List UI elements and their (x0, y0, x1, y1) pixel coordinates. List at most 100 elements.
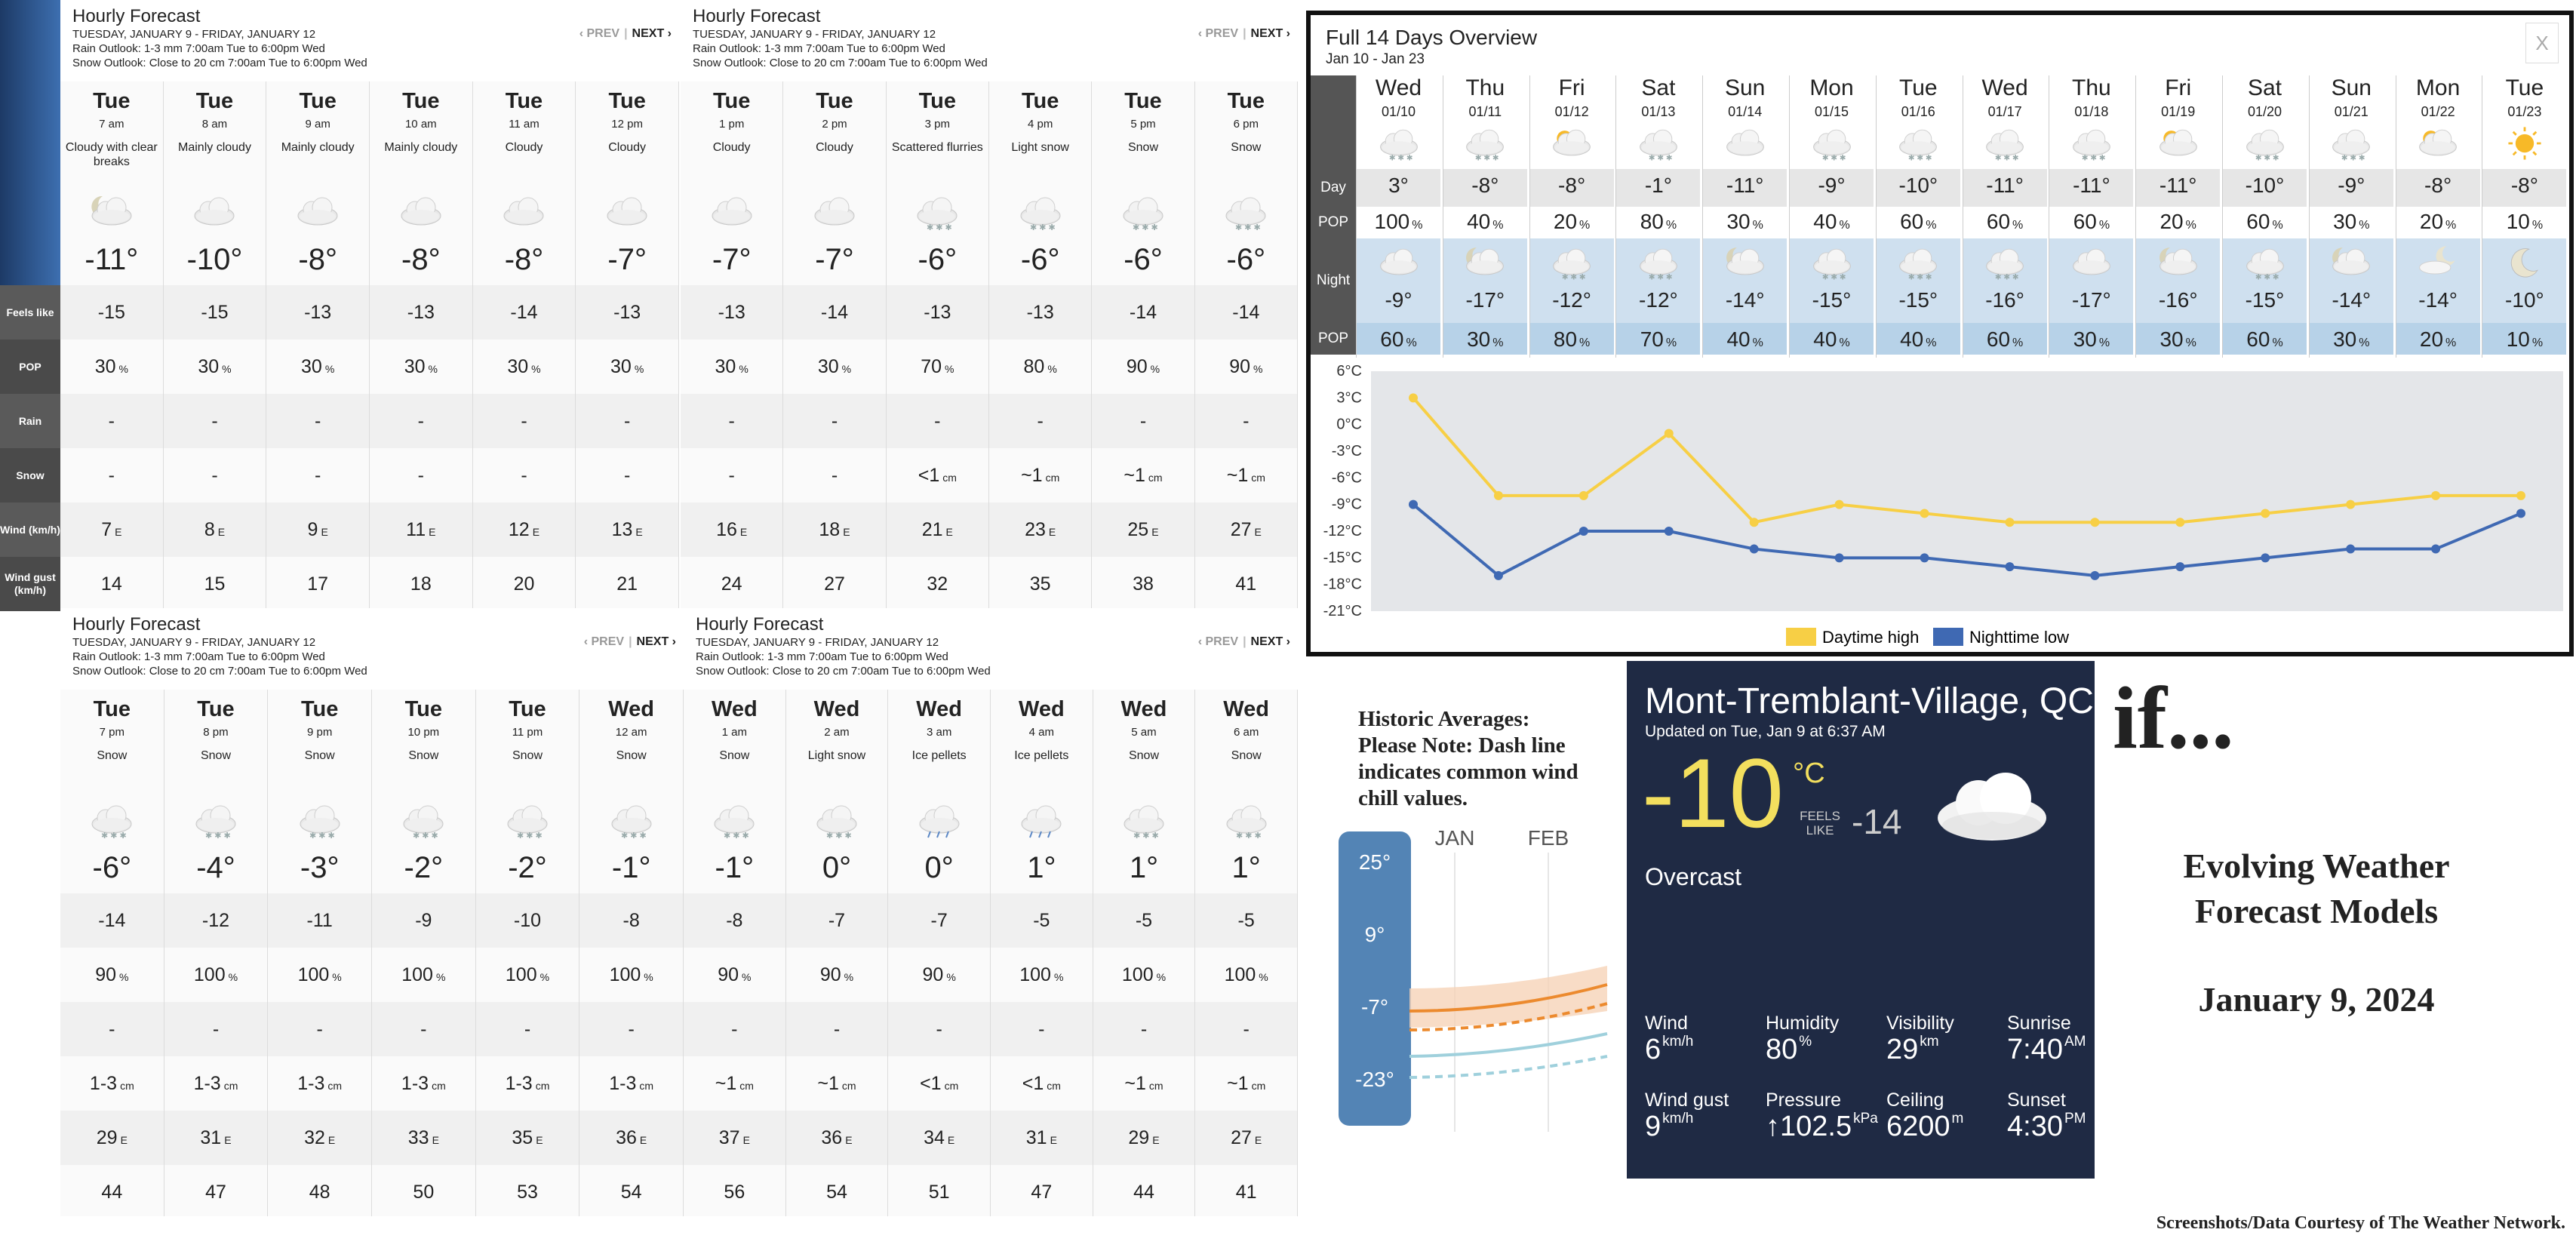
rain-outlook: Rain Outlook: 1-3 mm 7:00am Tue to 6:00p… (693, 42, 945, 55)
hour-feels-value: -13 (304, 302, 332, 323)
next-button[interactable]: NEXT › (1250, 635, 1290, 648)
svg-text:✱ ✱ ✱: ✱ ✱ ✱ (2082, 155, 2106, 162)
data-point (1749, 518, 1759, 527)
next-button[interactable]: NEXT › (632, 27, 672, 40)
night-pop: 60% (1963, 327, 2047, 352)
hour-condition: Snow (408, 749, 439, 762)
hour-wind: 33 E (372, 1111, 475, 1165)
hour-icon-wrap: ✱ ✱ ✱ (710, 801, 758, 841)
hour-icon-wrap: ✱ ✱ ✱ (1119, 193, 1167, 232)
next-button[interactable]: NEXT › (1250, 27, 1290, 40)
hour-condition: Scattered flurries (891, 141, 983, 154)
snow-icon: ✱ ✱ ✱ (1553, 248, 1591, 282)
high-line (1409, 983, 1608, 1013)
hour-rain-value: - (521, 410, 527, 432)
svg-text:✱ ✱ ✱: ✱ ✱ ✱ (1388, 155, 1412, 162)
snow-outlook: Snow Outlook: Close to 20 cm 7:00am Tue … (696, 665, 991, 678)
hourly-panel[interactable]: Hourly Forecast TUESDAY, JANUARY 9 - FRID… (60, 0, 679, 608)
night-pop-value: 30 (2073, 327, 2097, 351)
pct-unit: % (739, 363, 749, 375)
hour-rain: - (785, 1002, 888, 1056)
data-point (1749, 544, 1759, 554)
hour-wind: 16 E (681, 503, 783, 557)
pct-unit: % (1926, 219, 1937, 232)
svg-text:✱ ✱ ✱: ✱ ✱ ✱ (1235, 223, 1261, 231)
prev-button[interactable]: ‹ PREV (1197, 27, 1239, 40)
overview-day: Mon 01/22 -8° 20% -14° 20% (2395, 75, 2480, 358)
hour-rain: - (372, 1002, 475, 1056)
hour-feels-value: -8 (622, 910, 640, 931)
day-pop-value: 60 (1986, 210, 2011, 233)
hour-gust: 38 (1092, 557, 1194, 608)
hour-snow: - (783, 448, 885, 503)
hour-rain: - (164, 1002, 268, 1056)
day-temp-cell (1790, 169, 1874, 207)
day-pop-value: 80 (1640, 210, 1664, 233)
close-button[interactable]: X (2525, 23, 2559, 63)
day-pop: 40% (1443, 210, 1527, 234)
prev-button[interactable]: ‹ PREV (579, 27, 620, 40)
hour-time: 12 pm (611, 118, 643, 131)
hour-wind-value: 16 (716, 519, 737, 540)
night-pop: 70% (1616, 327, 1700, 352)
overview-weekday: Thu (1465, 75, 1505, 100)
hour-rain: - (60, 1002, 164, 1056)
svg-text:✱ ✱ ✱: ✱ ✱ ✱ (1908, 274, 1932, 281)
snow-icon: ✱ ✱ ✱ (1123, 197, 1164, 232)
pct-unit: % (634, 363, 644, 375)
hour-feels-value: -15 (201, 302, 229, 323)
pct-unit: % (1926, 337, 1937, 349)
hour-gust: 41 (1195, 1165, 1297, 1216)
hourly-panel[interactable]: Hourly Forecast TUESDAY, JANUARY 9 - FRID… (60, 608, 684, 1216)
prev-button[interactable]: ‹ PREV (1197, 635, 1239, 648)
hour-feels-value: -9 (415, 910, 432, 931)
hour-wind: 13 E (576, 503, 678, 557)
night-pop-value: 20 (2419, 327, 2444, 351)
hour-snow-value: <1 (1022, 1073, 1044, 1094)
hour-wind: 31 E (991, 1111, 1093, 1165)
hourly-panel[interactable]: Hourly Forecast TUESDAY, JANUARY 9 - FRID… (681, 0, 1298, 608)
hour-temp: -8° (298, 243, 337, 276)
hour-gust: 47 (164, 1165, 268, 1216)
night-low: -12° (1639, 288, 1678, 312)
next-button[interactable]: NEXT › (636, 635, 676, 648)
hour-gust-value: 41 (1235, 573, 1257, 595)
prev-button[interactable]: ‹ PREV (583, 635, 625, 648)
svg-text:✱ ✱ ✱: ✱ ✱ ✱ (1995, 155, 2019, 162)
hour-temp: -6° (1020, 243, 1060, 276)
hour-temp: -6° (1226, 243, 1266, 276)
hourly-panel[interactable]: Hourly Forecast TUESDAY, JANUARY 9 - FRID… (684, 608, 1298, 1216)
hour-day: Tue (1227, 89, 1265, 113)
wind-direction: E (1152, 1134, 1160, 1146)
series-line (1412, 397, 2521, 524)
hour-time: 6 pm (1233, 118, 1259, 131)
hour-snow-value: - (108, 465, 115, 486)
day-high: -11° (2159, 174, 2197, 197)
temperature-unit: °C (1793, 758, 1825, 789)
hour-icon-wrap (603, 193, 651, 231)
hour-wind: 18 E (783, 503, 886, 557)
snow-icon: ✱ ✱ ✱ (1899, 248, 1938, 282)
hour-snow-value: ~1 (1021, 465, 1043, 486)
pct-unit: % (1412, 219, 1423, 232)
snow-icon: ✱ ✱ ✱ (1640, 248, 1677, 282)
day-icon-wrap (1549, 125, 1594, 161)
hour-gust: 54 (579, 1165, 683, 1216)
svg-text:✱ ✱ ✱: ✱ ✱ ✱ (1562, 274, 1586, 281)
hour-snow: ~1 cm (989, 448, 1091, 503)
hour-icon-wrap: ✱ ✱ ✱ (913, 193, 961, 232)
hour-time: 7 am (99, 118, 124, 131)
day-pop-value: 40 (1467, 210, 1491, 233)
day-high: -11° (1986, 174, 2024, 197)
data-point (2090, 518, 2100, 527)
hour-snow-value: - (521, 465, 527, 486)
hour-rain: - (163, 394, 266, 448)
day-high: 3° (1388, 174, 1409, 197)
day-temp-cell (1357, 169, 1440, 207)
hour-snow-value: 1-3 (609, 1073, 637, 1094)
hour-wind-value: 34 (924, 1127, 945, 1148)
partly-cloudy-icon (91, 195, 132, 226)
hour-feels: -5 (991, 893, 1093, 948)
wind-direction: E (536, 1134, 543, 1146)
hour-feels: -13 (266, 285, 369, 340)
